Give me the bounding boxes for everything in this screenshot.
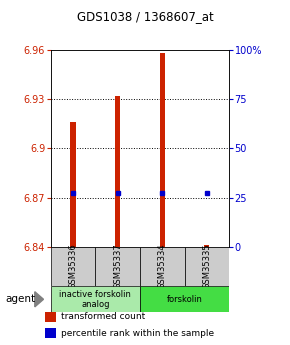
Bar	[45, 328, 56, 338]
Bar	[204, 245, 209, 247]
Text: GSM35334: GSM35334	[158, 244, 167, 289]
Bar	[45, 312, 56, 322]
Bar	[140, 286, 229, 312]
Text: GSM35336: GSM35336	[68, 244, 77, 289]
Text: transformed count: transformed count	[61, 312, 145, 322]
Text: GSM35337: GSM35337	[113, 244, 122, 289]
Bar	[51, 247, 95, 286]
Bar	[140, 247, 184, 286]
Text: GSM35335: GSM35335	[202, 244, 211, 289]
Text: percentile rank within the sample: percentile rank within the sample	[61, 328, 214, 337]
Bar	[184, 247, 229, 286]
Bar	[51, 286, 140, 312]
Text: forskolin: forskolin	[166, 295, 202, 304]
Bar	[70, 122, 76, 247]
Bar	[115, 96, 120, 247]
Text: inactive forskolin
analog: inactive forskolin analog	[59, 289, 131, 309]
Text: GDS1038 / 1368607_at: GDS1038 / 1368607_at	[77, 10, 213, 23]
Polygon shape	[35, 292, 44, 307]
Bar	[160, 53, 165, 247]
Text: agent: agent	[6, 294, 36, 304]
Bar	[95, 247, 140, 286]
